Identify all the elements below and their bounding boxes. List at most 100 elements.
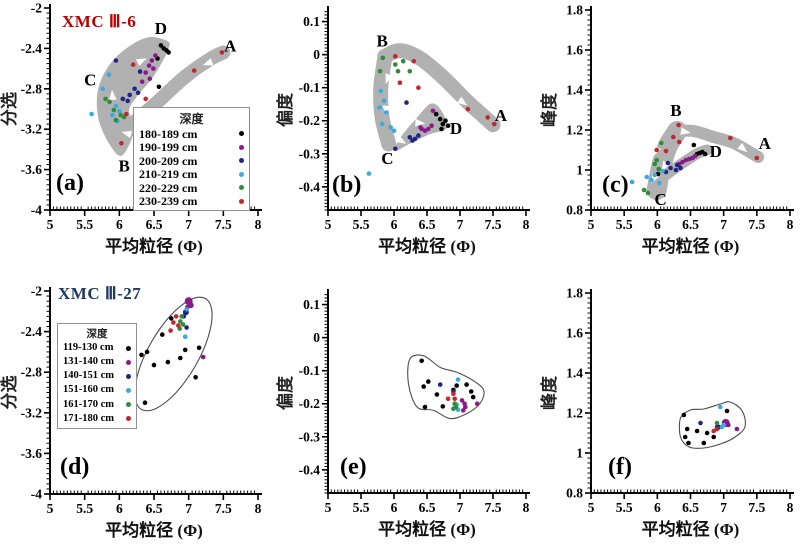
panel-letter: (e) [340,454,367,480]
legend-item-label: 230-239 cm [139,194,198,209]
legend-item-label: 210-219 cm [139,167,198,182]
x-tick-label: 8 [787,500,794,515]
y-tick-label: 0.8 [566,486,583,501]
x-tick-label: 6.5 [682,500,699,515]
axes [322,289,530,499]
y-tick-label: 1 [576,163,583,178]
legend-marker-icon [239,131,244,137]
legend-marker-icon [239,144,244,150]
legend-marker-icon [126,345,131,351]
legend-marker-icon [126,388,131,394]
direction-arrow-icon [121,130,133,139]
series-190-199cm [139,53,158,84]
legend-marker-icon [239,185,244,191]
y-axis-title: 峰度 [539,92,559,127]
y-tick-label: -0.1 [299,80,321,95]
panel-d: 5 5.5 6 6.5 7 7.5 8 -2 -2.4 -2.8 -3.2 -3.6 -4 (d) 平均粒径… [0,268,266,552]
legend-item: 200-209 cm [139,154,244,168]
core-title-bottom: XMC Ⅲ-27 [58,284,142,303]
x-tick-label: 7.5 [485,217,502,232]
x-tick-label: 7.5 [215,217,232,232]
legend-item: 119-130 cm [63,341,131,355]
x-tick-label: 5.5 [616,217,633,232]
zone-label-A: A [495,106,508,125]
x-tick-label: 6 [116,217,123,232]
x-tick-label: 7.5 [748,500,765,515]
y-tick-label: 1.8 [566,286,583,301]
legend-item: 220-229 cm [139,181,244,195]
series-200-209cm [663,160,683,175]
x-tick-label: 8 [787,217,794,232]
direction-arrow-icon [385,73,393,85]
legend-item-label: 140-151 cm [63,370,115,382]
series-200-209cm [113,58,143,104]
x-axis-title: 平均粒径 (Φ) [378,519,476,539]
x-tick-label: 5.5 [76,501,93,516]
x-tick-label: 6.5 [419,217,436,232]
y-tick-label: -0.4 [299,462,321,477]
x-axis-title: 平均粒径 (Φ) [378,236,476,256]
legend-item: 140-151 cm [63,369,131,383]
x-tick-label: 5.5 [616,500,633,515]
series-171-180cm [711,426,720,434]
envelope-layer [373,43,501,152]
x-tick-label: 8 [255,217,262,232]
panel-letter: (b) [332,172,361,198]
series-171-180cm [168,314,181,333]
x-tick-label: 7.5 [748,217,765,232]
x-tick-label: 5 [47,217,54,232]
series-190-199cm [418,108,436,133]
series-180-189cm [655,142,708,177]
x-tick-label: 7 [185,501,192,516]
x-tick-label: 6 [391,217,398,232]
legend-item-label: 171-180 cm [63,412,115,424]
x-tick-label: 7 [185,217,192,232]
direction-arrow-icon [415,118,426,127]
y-axis-title: 峰度 [539,375,559,410]
envelope-layer [134,296,213,412]
x-tick-label: 5 [47,501,54,516]
x-axis-title: 平均粒径 (Φ) [642,236,740,256]
depth-legend: 深度 180-189 cm 190-199 cm 200-209 cm 210-219 … [133,107,250,211]
y-axis-title: 分选 [0,376,19,410]
legend-item-label: 161-170 cm [63,398,115,410]
y-tick-label: 0.1 [303,14,320,29]
y-tick-label: -2.4 [21,41,43,56]
legend-marker-icon [239,158,244,164]
direction-arrow-icon [680,127,691,135]
legend-item-label: 131-140 cm [63,356,115,367]
y-tick-label: 1.6 [566,43,583,58]
y-tick-label: -2.8 [21,365,43,380]
y-tick-label: -4 [31,487,42,502]
panel-a: 5 5.5 6 6.5 7 7.5 8 -2 -2.4 -2.8 -3.2 -3.6 -4 A B C D (a)… [0,0,266,268]
x-tick-label: 6 [116,501,123,516]
y-axis-title: 偏度 [275,92,295,127]
chart-a: 5 5.5 6 6.5 7 7.5 8 -2 -2.4 -2.8 -3.2 -3.6 -4 A B C D (a)… [0,1,262,256]
x-tick-label: 8 [523,217,530,232]
x-axis-title: 平均粒径 (Φ) [105,520,203,540]
panel-c: 5 5.5 6 6.5 7 7.5 8 1.8 1.6 1.4 1.2 1 0.8 A B C D (c) 平均粒径… [532,0,800,268]
series-119-130cm [419,358,476,410]
zone-label-B: B [119,157,130,176]
chart-c: 5 5.5 6 6.5 7 7.5 8 1.8 1.6 1.4 1.2 1 0.8 A B C D (c) 平均粒径… [539,3,794,256]
x-tick-label: 7 [457,217,464,232]
series-180-189cm [155,43,171,90]
series-200-209cm [393,100,421,152]
chart-e: 5 5.5 6 6.5 7 7.5 8 0.1 0 -0.1 -0.2 -0.3 -0.4 (e) 平均粒径… [275,289,530,539]
x-tick-label: 7 [720,217,727,232]
x-tick-label: 7.5 [485,500,502,515]
legend-item-label: 220-229 cm [139,180,198,195]
legend-marker-icon [239,198,244,204]
series-210-219cm [629,168,665,186]
y-tick-label: 1.4 [566,366,583,381]
panel-letter: (c) [602,172,629,198]
y-axis-title: 偏度 [275,375,295,410]
x-tick-label: 8 [523,500,530,515]
y-axis-title: 分选 [0,92,19,126]
axes [585,6,794,216]
y-tick-label: -0.3 [299,429,321,444]
y-tick-label: -0.4 [299,179,321,194]
legend-item: 210-219 cm [139,168,244,182]
direction-arrow-icon [737,142,748,153]
y-tick-label: 0 [313,47,320,62]
